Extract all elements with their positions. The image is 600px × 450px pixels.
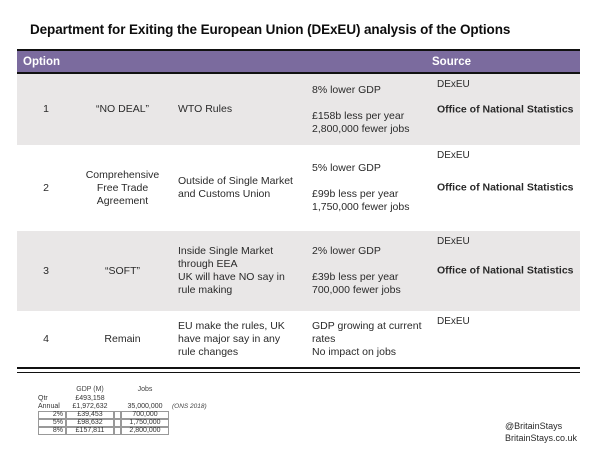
mini-jobs-value: 700,000	[121, 411, 169, 420]
option-name: “NO DEAL”	[95, 103, 150, 115]
mini-gdp-value: £39,453	[66, 411, 114, 420]
mini-gdp-value: £1,972,632	[72, 403, 108, 410]
mini-row-2pct: 2% £39,453 700,000	[38, 411, 229, 420]
mini-gdp-value: £493,158	[75, 394, 105, 402]
option-name: Comprehensive Free Trade Agreement	[85, 168, 160, 207]
option-impact: 2% lower GDP £39b less per year 700,000 …	[307, 231, 432, 311]
impact-gdp: 8% lower GDP	[312, 83, 381, 96]
option-number: 1	[43, 103, 49, 115]
option-number: 3	[43, 264, 49, 277]
option-description: EU make the rules, UK have major say in …	[178, 319, 285, 358]
option-description: Inside Single Market through EEA UK will…	[178, 245, 285, 296]
mini-row-qtr: Qtr £493,158	[38, 395, 229, 404]
impact-detail: No impact on jobs	[312, 345, 397, 358]
mini-header-gdp: GDP (M)	[76, 386, 104, 393]
mini-row-8pct: 8% £157,811 2,800,000	[38, 427, 229, 436]
table-row: 2 Comprehensive Free Trade Agreement Out…	[17, 145, 580, 231]
impact-detail: £158b less per year 2,800,000 fewer jobs	[312, 109, 410, 135]
option-source: DExEU Office of National Statistics	[432, 145, 580, 231]
mini-row-5pct: 5% £98,632 1,750,000	[38, 419, 229, 428]
option-number: 4	[43, 332, 49, 345]
mini-jobs-value: 2,800,000	[121, 427, 169, 436]
mini-row-label: Annual	[38, 403, 60, 410]
page-title: Department for Exiting the European Unio…	[30, 22, 511, 37]
option-impact: GDP growing at current rates No impact o…	[307, 311, 432, 367]
twitter-handle: @BritainStays	[505, 421, 563, 431]
table-bottom-border	[17, 367, 580, 373]
source-primary: DExEU	[437, 79, 470, 90]
impact-gdp: 2% lower GDP	[312, 245, 381, 257]
mini-row-label: 5%	[38, 419, 66, 428]
option-impact: 8% lower GDP £158b less per year 2,800,0…	[307, 74, 432, 145]
mini-row-label: Qtr	[38, 394, 48, 402]
impact-detail: £39b less per year 700,000 fewer jobs	[312, 271, 401, 296]
option-source: DExEU Office of National Statistics	[432, 74, 580, 145]
mini-row-annual: Annual £1,972,632 35,000,000 (ONS 2018)	[38, 403, 229, 412]
mini-gdp-value: £98,632	[66, 419, 114, 428]
table-row: 4 Remain EU make the rules, UK have majo…	[17, 311, 580, 367]
impact-gdp: 5% lower GDP	[312, 162, 381, 174]
mini-note: (ONS 2018)	[172, 403, 207, 410]
option-number: 2	[43, 181, 49, 194]
table-row: 1 “NO DEAL” WTO Rules 8% lower GDP £158b…	[17, 74, 580, 145]
source-primary: DExEU	[437, 236, 470, 247]
table-row: 3 “SOFT” Inside Single Market through EE…	[17, 231, 580, 311]
option-description: WTO Rules	[178, 103, 233, 115]
column-header-source: Source	[432, 55, 471, 68]
option-source: DExEU Office of National Statistics	[432, 231, 580, 311]
attribution: @BritainStays BritainStays.co.uk	[505, 420, 577, 444]
option-impact: 5% lower GDP £99b less per year 1,750,00…	[307, 145, 432, 231]
impact-detail: £99b less per year 1,750,000 fewer jobs	[312, 188, 410, 213]
option-source: DExEU	[432, 311, 580, 367]
mini-row-label: 8%	[38, 427, 66, 436]
table-header-row: Option Source	[17, 49, 580, 74]
mini-row-label: 2%	[38, 411, 66, 420]
mini-header-jobs: Jobs	[137, 386, 153, 393]
option-name: Remain	[104, 332, 141, 345]
source-primary: DExEU	[437, 150, 470, 161]
mini-header-row: GDP (M) Jobs	[38, 386, 229, 395]
source-secondary: Office of National Statistics	[437, 103, 574, 115]
source-primary: DExEU	[437, 316, 470, 327]
column-header-option: Option	[23, 55, 61, 68]
mini-jobs-value: 35,000,000	[127, 403, 163, 410]
source-secondary: Office of National Statistics	[437, 181, 574, 194]
mini-gdp-value: £157,811	[66, 427, 114, 436]
options-table: Option Source 1 “NO DEAL” WTO Rules 8% l…	[17, 49, 580, 373]
website-url: BritainStays.co.uk	[505, 433, 578, 443]
calculation-mini-table: GDP (M) Jobs Qtr £493,158 Annual £1,972,…	[38, 386, 229, 436]
option-name: “SOFT”	[105, 264, 140, 277]
mini-jobs-value: 1,750,000	[121, 419, 169, 428]
source-secondary: Office of National Statistics	[437, 264, 574, 277]
option-description: Outside of Single Market and Customs Uni…	[178, 175, 293, 200]
impact-gdp: GDP growing at current rates	[312, 319, 422, 345]
